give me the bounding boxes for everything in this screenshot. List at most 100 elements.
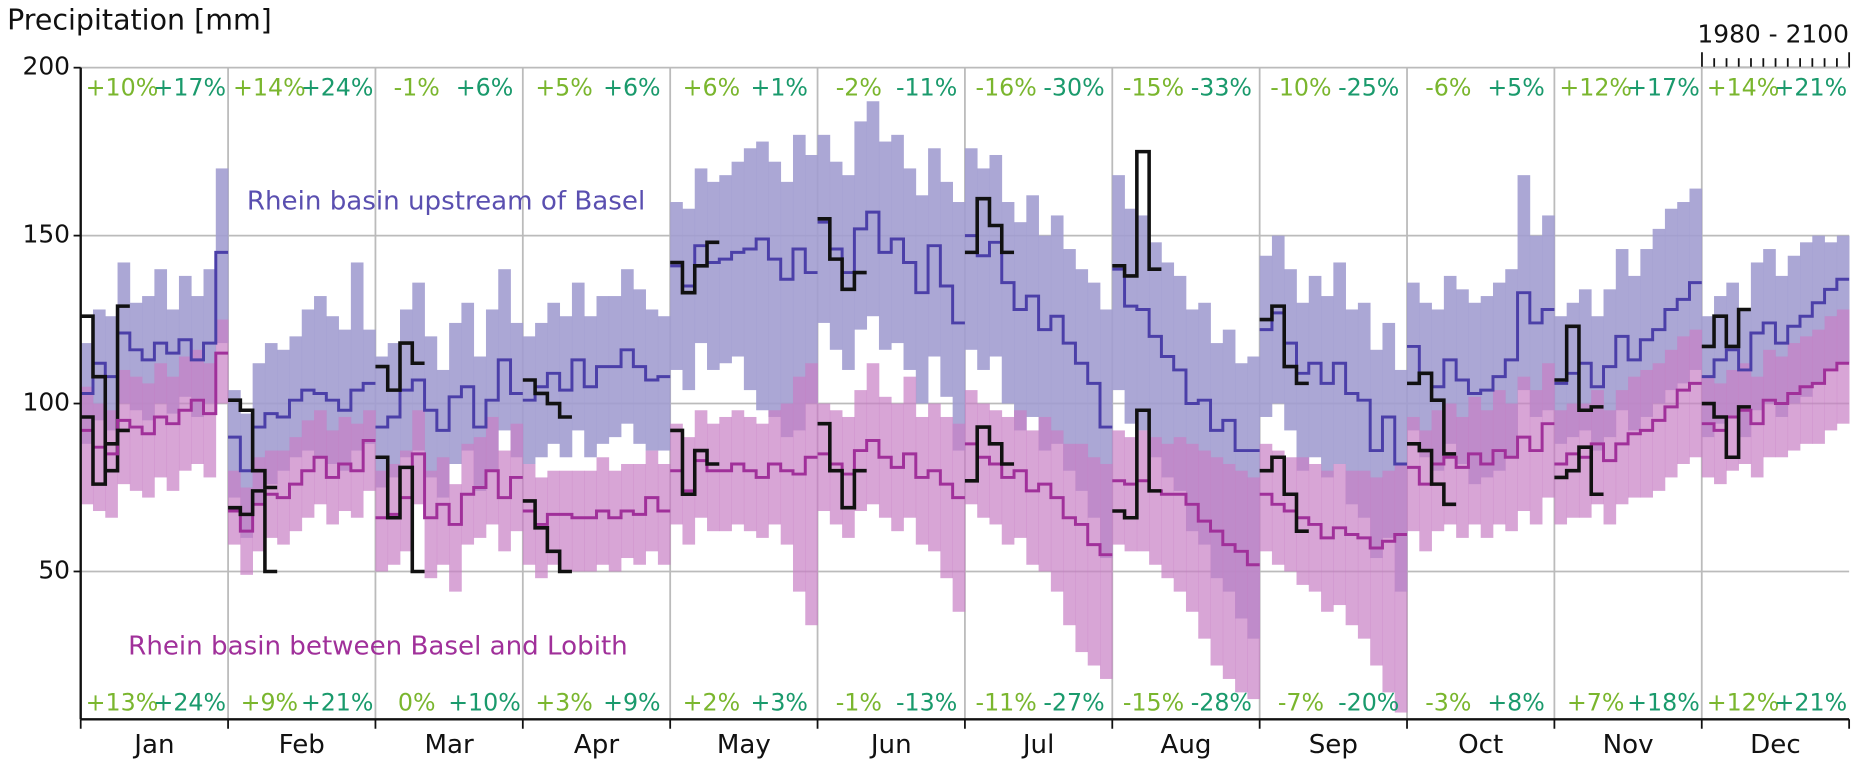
observed-line xyxy=(964,425,1015,483)
range-band xyxy=(1775,356,1789,458)
range-band xyxy=(1173,437,1187,592)
range-band xyxy=(1026,430,1039,565)
range-band xyxy=(866,101,880,317)
range-band xyxy=(412,410,425,505)
range-band xyxy=(1529,235,1543,417)
range-band xyxy=(707,181,720,370)
range-band xyxy=(829,410,843,525)
change-label: +12% xyxy=(1707,688,1780,716)
range-band xyxy=(1296,302,1310,471)
observed-line xyxy=(1407,442,1457,507)
range-band xyxy=(547,470,561,565)
observed-line xyxy=(375,455,425,574)
range-band xyxy=(928,148,941,357)
range-band xyxy=(449,484,462,592)
range-band xyxy=(608,470,622,572)
range-band xyxy=(1578,403,1592,518)
range-band xyxy=(1652,363,1666,491)
range-band xyxy=(1615,390,1629,505)
range-band xyxy=(989,410,1003,525)
change-label: -2% xyxy=(836,74,882,102)
range-band xyxy=(129,376,143,491)
range-band xyxy=(1001,202,1015,404)
change-label: -25% xyxy=(1338,74,1399,102)
observed-line xyxy=(817,217,867,292)
observed-line xyxy=(228,398,278,490)
range-band xyxy=(854,121,868,330)
range-band xyxy=(1701,376,1715,478)
series-label: Rhein basin upstream of Basel xyxy=(247,186,645,216)
change-label: +13% xyxy=(86,688,159,716)
median-line xyxy=(1701,277,1850,379)
change-label: +8% xyxy=(1487,688,1545,716)
range-band xyxy=(952,202,966,451)
range-band xyxy=(559,316,573,458)
change-label: -11% xyxy=(896,74,957,102)
change-label: +24% xyxy=(153,688,226,716)
range-band xyxy=(400,450,413,552)
range-band xyxy=(1443,403,1457,525)
range-band xyxy=(400,309,413,458)
range-band xyxy=(215,319,229,404)
range-band xyxy=(964,148,978,350)
x-tick-label: Apr xyxy=(574,730,619,760)
change-label: +1% xyxy=(750,74,808,102)
range-band xyxy=(731,161,745,357)
range-band xyxy=(375,470,389,572)
range-band xyxy=(1652,228,1666,404)
change-label: -30% xyxy=(1043,74,1104,102)
observed-line xyxy=(1554,324,1604,413)
range-band xyxy=(707,423,720,532)
range-band xyxy=(805,363,818,626)
range-band xyxy=(1112,430,1125,545)
range-band xyxy=(657,316,671,451)
change-label: -3% xyxy=(1425,688,1471,716)
change-label: -16% xyxy=(976,74,1037,102)
range-band xyxy=(191,349,204,464)
range-band xyxy=(928,403,941,552)
range-band xyxy=(596,296,610,444)
change-label: -7% xyxy=(1278,688,1324,716)
range-band xyxy=(903,376,917,518)
range-band xyxy=(1345,470,1359,626)
range-band xyxy=(621,269,634,424)
change-label: 0% xyxy=(398,688,436,716)
range-band xyxy=(694,410,708,518)
range-band xyxy=(670,202,683,370)
range-band xyxy=(363,410,376,491)
change-label: +7% xyxy=(1567,688,1625,716)
range-band xyxy=(1419,302,1432,458)
range-band xyxy=(1640,369,1653,498)
range-band xyxy=(1542,215,1555,411)
median-line xyxy=(964,442,1113,557)
range-band xyxy=(92,309,106,421)
change-label: -1% xyxy=(836,688,882,716)
change-label: +17% xyxy=(1627,74,1700,102)
x-tick-label: Feb xyxy=(279,730,325,760)
change-label: +2% xyxy=(683,688,741,716)
range-band xyxy=(977,403,990,518)
range-band xyxy=(1419,430,1432,552)
range-band xyxy=(387,343,401,478)
median-line xyxy=(964,234,1113,429)
range-band xyxy=(1026,195,1039,417)
observed-line xyxy=(1112,408,1162,520)
range-band xyxy=(1726,369,1739,471)
period-label: 1980 - 2100 xyxy=(1697,20,1849,49)
range-band xyxy=(1247,477,1261,700)
range-band xyxy=(1345,309,1359,505)
observed-line xyxy=(670,240,720,295)
change-label: +17% xyxy=(153,74,226,102)
y-axis-title: Precipitation [mm] xyxy=(7,3,272,36)
y-tick-label: 50 xyxy=(38,555,70,584)
range-band xyxy=(1824,316,1838,431)
range-band xyxy=(412,282,425,451)
observed-line xyxy=(1701,401,1751,460)
range-band xyxy=(203,363,217,478)
change-label: -15% xyxy=(1123,74,1184,102)
range-band xyxy=(105,410,118,518)
range-band xyxy=(105,316,118,431)
range-band xyxy=(1750,376,1764,478)
range-band xyxy=(1161,262,1175,478)
range-band xyxy=(792,134,806,431)
